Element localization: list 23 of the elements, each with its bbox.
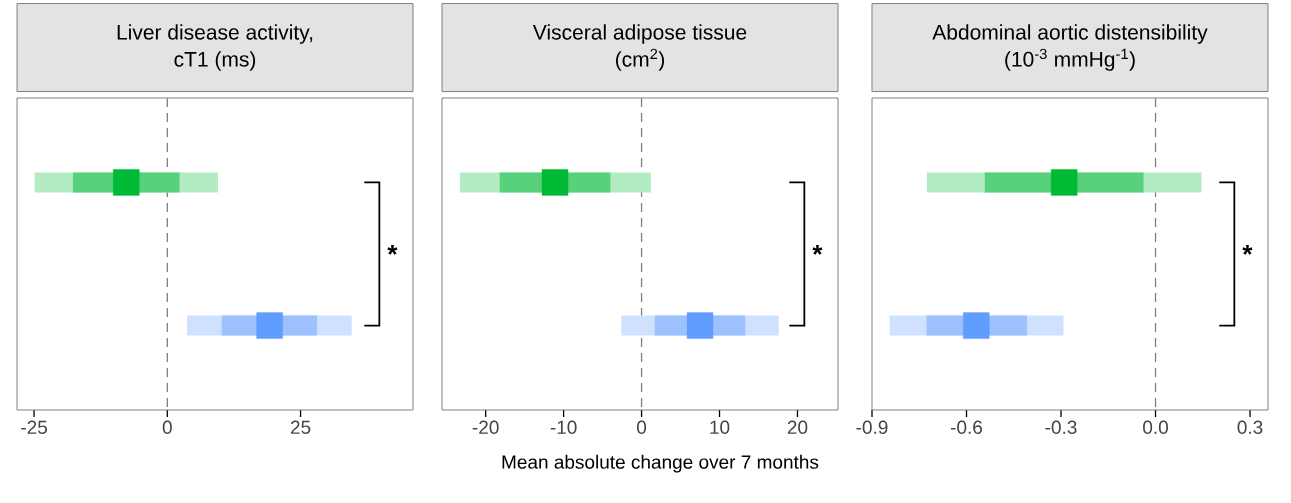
chart-subtitle: cT1 (ms) [174, 51, 256, 71]
chart-subtitle: (10$^{-3}$ mmHg$^{-1}$) [1005, 48, 1135, 71]
x-tick-label: 0 [162, 420, 172, 434]
x-tick-label: 0 [637, 420, 647, 434]
x-axis-title: Mean absolute change over 7 months [502, 454, 819, 473]
chart-subtitle: (cm$^{2}$) [615, 48, 665, 71]
x-tick-label: 10 [710, 420, 730, 434]
chart-title: Abdominal aortic distensibility [932, 24, 1208, 44]
x-tick-label: 0.3 [1237, 420, 1263, 434]
x-tick-label: -0.3 [1045, 420, 1077, 434]
x-tick-label: -0.9 [856, 420, 888, 434]
annotation: * [1242, 245, 1253, 255]
annotation: * [812, 245, 823, 255]
x-tick-label: 25 [290, 420, 311, 434]
x-tick-label: 0.0 [1143, 420, 1168, 434]
x-tick-label: 20 [787, 420, 808, 434]
chart-title: Liver disease activity, [117, 24, 313, 44]
x-tick-label: -20 [472, 420, 499, 434]
annotation: * [387, 245, 398, 255]
x-tick-label: -10 [550, 420, 577, 434]
x-tick-label: -25 [21, 420, 47, 434]
x-tick-label: -0.6 [950, 420, 983, 434]
chart-title: Visceral adipose tissue [532, 24, 747, 44]
